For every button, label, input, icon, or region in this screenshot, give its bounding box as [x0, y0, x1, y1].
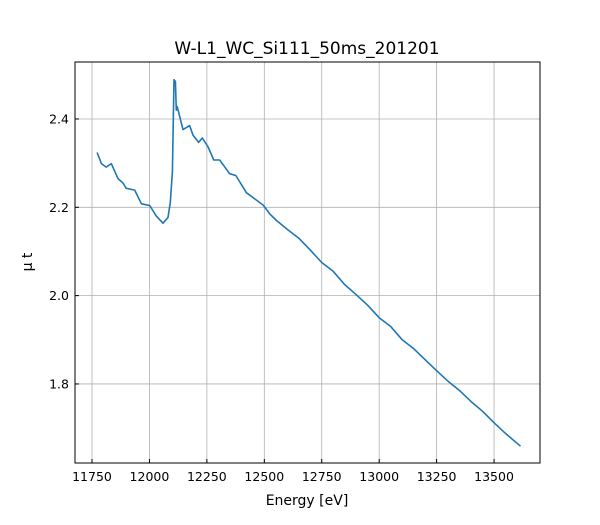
ticks: 11750 12000 12250 12500 12750 13000 13250 13500… — [49, 111, 514, 484]
x-tick-label: 11750 — [72, 469, 112, 484]
chart-title: W-L1_WC_Si111_50ms_201201 — [174, 39, 439, 59]
x-tick-label: 12000 — [130, 469, 170, 484]
y-tick-label: 2.0 — [49, 288, 69, 303]
x-tick-label: 12750 — [302, 469, 342, 484]
y-axis-label: μ t — [20, 252, 36, 271]
x-tick-label: 13500 — [474, 469, 514, 484]
x-tick-label: 13000 — [359, 469, 399, 484]
x-axis-label: Energy [eV] — [266, 493, 349, 509]
y-tick-label: 2.2 — [49, 200, 69, 215]
grid — [75, 62, 540, 463]
plot-frame — [74, 61, 541, 464]
x-tick-label: 12500 — [244, 469, 284, 484]
x-tick-label: 12250 — [187, 469, 227, 484]
series-line — [96, 78, 522, 447]
y-tick-label: 2.4 — [49, 111, 69, 126]
y-tick-label: 1.8 — [49, 376, 69, 391]
x-tick-label: 13250 — [417, 469, 457, 484]
